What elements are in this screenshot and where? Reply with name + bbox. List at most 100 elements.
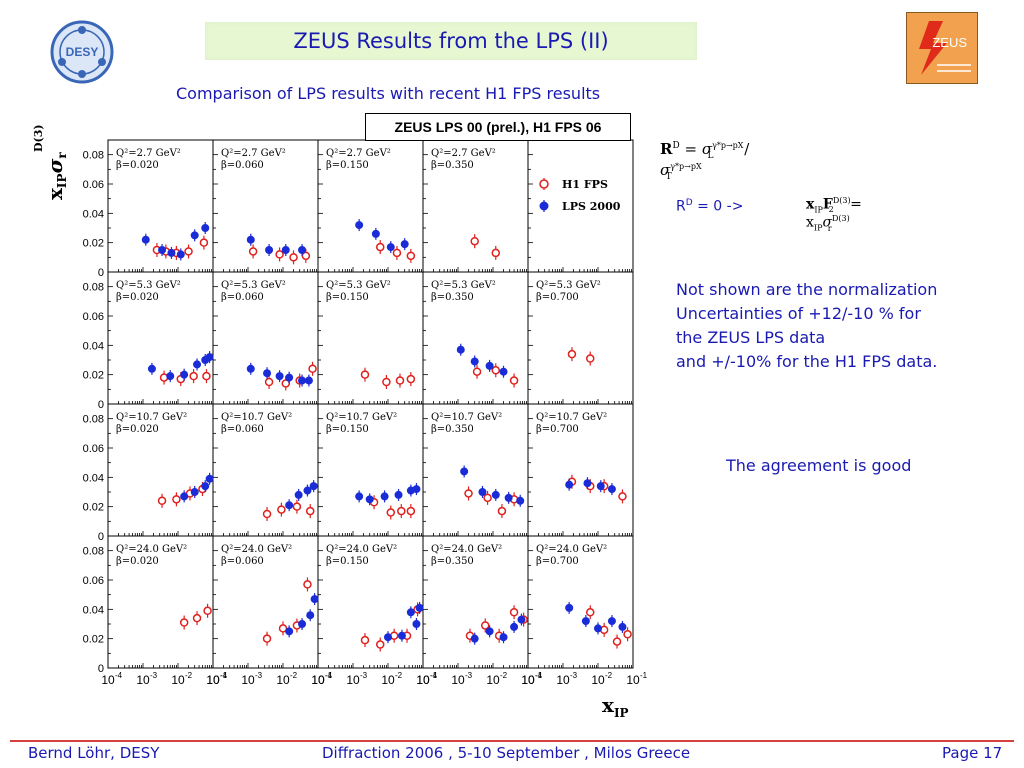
panel-q2-label: Q²=5.3 GeV²: [326, 280, 391, 291]
x-tick-exponent: -4: [115, 671, 123, 680]
x-tick-label: 10: [381, 673, 395, 687]
panel-beta-label: β=0.060: [221, 160, 264, 171]
x-tick-exponent: -1: [430, 671, 438, 680]
footer-divider: [10, 740, 1014, 742]
desy-logo-dot-top: [78, 26, 86, 34]
dataset-label-box: ZEUS LPS 00 (prel.), H1 FPS 06: [365, 113, 631, 141]
lps-point: [470, 357, 479, 366]
lps-point: [412, 620, 421, 628]
h1-point: [184, 247, 193, 256]
y-axis-r: r: [55, 152, 69, 159]
y-tick-label: 0.02: [83, 370, 104, 382]
f2-r: r: [827, 223, 832, 233]
panel-q2-label: Q²=2.7 GeV²: [431, 148, 496, 159]
lps-point: [304, 376, 313, 385]
f2-eq: = x: [806, 196, 862, 232]
x-tick-exponent: -1: [325, 671, 333, 680]
desy-logo-text: DESY: [66, 45, 99, 59]
y-axis-ip: IP: [55, 173, 69, 188]
lps-point: [298, 620, 307, 628]
lps-point: [460, 467, 469, 476]
desy-logo-ring: [50, 20, 114, 84]
rd-formula: RD = σγ*p→pXL / σγ*p→pXT: [660, 140, 766, 182]
h1-point: [199, 238, 209, 247]
y-tick-label: 0.02: [83, 238, 104, 250]
lps-point: [596, 482, 605, 491]
lps-point: [205, 353, 214, 362]
h1-point: [618, 492, 627, 501]
lps-point: [158, 246, 167, 254]
rd-zero-text: RD = 0 ->: [676, 198, 743, 215]
x-tick-exponent: -3: [360, 671, 368, 680]
h1-point: [480, 621, 490, 630]
lps-point: [394, 490, 403, 499]
note-line-2: Uncertainties of +12/-10 % for: [676, 304, 921, 323]
lps-point: [415, 603, 424, 612]
rd-zero-rest: = 0 ->: [692, 198, 744, 215]
h1-point: [305, 506, 315, 516]
rd-zero-d: D: [685, 198, 693, 208]
h1-point: [509, 376, 519, 385]
lps-point: [406, 608, 415, 617]
h1-point: [464, 489, 473, 498]
panel-beta-label: β=0.150: [326, 556, 369, 567]
x-tick-label: 10: [451, 673, 465, 687]
h1-point: [248, 247, 258, 256]
x-tick-exponent: -2: [500, 671, 508, 680]
f2-two: 2: [828, 205, 834, 215]
footer-conference: Diffraction 2006 , 5-10 September , Milo…: [322, 744, 691, 762]
y-tick-label: 0.04: [83, 472, 104, 484]
x-tick-label: 10: [416, 673, 430, 687]
lps-point: [298, 246, 307, 254]
y-axis-x: x: [43, 187, 67, 200]
zeus-lightning-icon: [919, 21, 971, 75]
lps-point: [285, 373, 294, 382]
rd-formula-sub-t: T: [665, 172, 672, 182]
h1-point: [172, 495, 181, 504]
lps-point: [166, 372, 175, 381]
x-axis-ip: IP: [614, 706, 629, 720]
lps-point: [607, 617, 616, 626]
legend-label: H1 FPS: [562, 178, 608, 191]
lps-point: [456, 345, 465, 354]
desy-logo-dot-right: [98, 58, 106, 66]
y-tick-label: 0: [98, 399, 104, 411]
lps-point: [193, 360, 202, 369]
rd-formula-r: R: [660, 140, 673, 158]
lps-point: [386, 243, 395, 252]
f2-d3b: D(3): [832, 214, 850, 224]
h1-point: [497, 506, 507, 516]
y-tick-label: 0.08: [83, 546, 104, 558]
f2-ip: IP: [814, 205, 823, 215]
lps-point: [190, 231, 199, 240]
y-tick-label: 0.02: [83, 634, 104, 646]
slide-subtitle: Comparison of LPS results with recent H1…: [176, 84, 601, 103]
lps-point: [303, 486, 312, 495]
lps-point: [470, 634, 479, 643]
x-tick-label: 10: [416, 673, 430, 687]
panel-beta-label: β=0.700: [536, 292, 579, 303]
y-tick-label: 0.06: [83, 179, 104, 191]
f2-sigma: σ: [822, 215, 833, 232]
h1-point: [567, 349, 577, 359]
panel-q2-label: Q²=24.0 GeV²: [116, 544, 187, 555]
h1-point: [395, 376, 405, 385]
lps-point: [298, 376, 307, 385]
x-tick-exponent: -2: [290, 671, 298, 680]
panel-beta-label: β=0.700: [536, 424, 579, 435]
x-tick-exponent: -1: [535, 671, 543, 680]
h1-point: [612, 637, 622, 646]
normalization-note: Not shown are the normalization Uncertai…: [676, 278, 1016, 374]
lps-point: [504, 493, 513, 502]
h1-point: [157, 496, 167, 506]
lps-point: [263, 369, 272, 378]
x-tick-exponent: -2: [185, 671, 193, 680]
lps-point: [281, 246, 290, 254]
lps-point: [517, 615, 526, 624]
lps-point: [485, 361, 494, 370]
zeus-logo-text: ZEUS: [932, 35, 967, 50]
lps-point: [594, 624, 602, 633]
h1-point: [202, 371, 211, 381]
panel-beta-label: β=0.060: [221, 292, 264, 303]
h1-point: [623, 630, 632, 639]
